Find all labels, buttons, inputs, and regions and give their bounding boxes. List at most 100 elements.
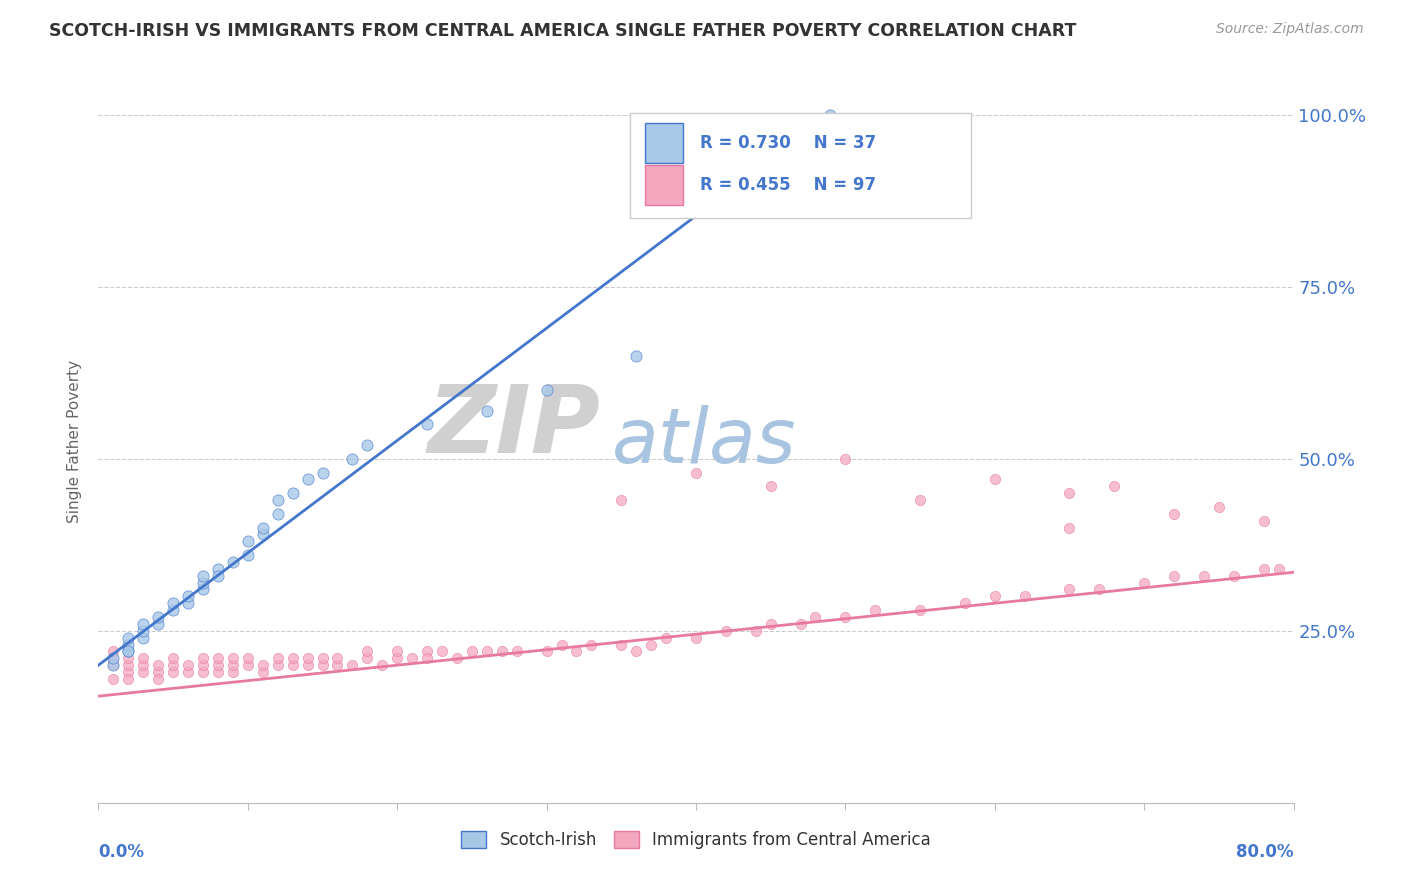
Point [416, 644, 439, 658]
Point [191, 575, 214, 590]
Point [1163, 507, 1185, 521]
Point [908, 493, 931, 508]
Point [177, 665, 200, 679]
Point [222, 665, 245, 679]
Point [132, 658, 155, 673]
Point [416, 417, 439, 432]
Point [132, 616, 155, 631]
Point [655, 631, 678, 645]
Point [148, 658, 170, 673]
Point [117, 631, 139, 645]
FancyBboxPatch shape [644, 123, 683, 163]
Legend: Scotch-Irish, Immigrants from Central America: Scotch-Irish, Immigrants from Central Am… [454, 824, 938, 856]
Point [117, 651, 139, 665]
Point [191, 568, 214, 582]
Point [148, 610, 170, 624]
Text: Source: ZipAtlas.com: Source: ZipAtlas.com [1216, 22, 1364, 37]
Point [103, 651, 125, 665]
Point [430, 644, 453, 658]
Point [236, 651, 259, 665]
Point [804, 610, 827, 624]
Point [103, 672, 125, 686]
Point [1192, 568, 1215, 582]
Point [117, 672, 139, 686]
Point [222, 658, 245, 673]
Point [191, 582, 214, 597]
Point [117, 644, 139, 658]
Y-axis label: Single Father Poverty: Single Father Poverty [67, 360, 83, 523]
Point [252, 658, 274, 673]
Point [550, 638, 572, 652]
Point [311, 658, 333, 673]
Point [326, 651, 349, 665]
Point [342, 451, 364, 466]
Point [297, 472, 319, 486]
Point [132, 631, 155, 645]
Point [1104, 479, 1126, 493]
Point [984, 472, 1007, 486]
Point [640, 638, 662, 652]
Point [820, 108, 842, 122]
Point [103, 658, 125, 673]
Point [1059, 520, 1081, 534]
Point [491, 644, 513, 658]
Point [297, 658, 319, 673]
Point [177, 596, 200, 610]
Point [356, 438, 378, 452]
Point [714, 624, 737, 638]
Point [1059, 582, 1081, 597]
Point [281, 651, 304, 665]
Point [506, 644, 529, 658]
Point [326, 658, 349, 673]
Point [745, 624, 768, 638]
Point [371, 658, 394, 673]
Point [626, 349, 648, 363]
Point [536, 383, 558, 397]
Text: R = 0.455    N = 97: R = 0.455 N = 97 [700, 176, 876, 194]
Point [984, 590, 1007, 604]
Point [162, 651, 184, 665]
Point [236, 658, 259, 673]
Point [177, 658, 200, 673]
Point [1223, 568, 1246, 582]
Point [865, 603, 887, 617]
Point [536, 644, 558, 658]
Point [446, 651, 468, 665]
Point [626, 644, 648, 658]
Point [953, 596, 976, 610]
Point [789, 616, 811, 631]
Point [148, 665, 170, 679]
Point [162, 603, 184, 617]
Point [207, 562, 229, 576]
Point [565, 644, 588, 658]
Point [252, 665, 274, 679]
Text: SCOTCH-IRISH VS IMMIGRANTS FROM CENTRAL AMERICA SINGLE FATHER POVERTY CORRELATIO: SCOTCH-IRISH VS IMMIGRANTS FROM CENTRAL … [49, 22, 1077, 40]
Point [191, 658, 214, 673]
Point [610, 493, 633, 508]
Point [1208, 500, 1230, 514]
Point [103, 644, 125, 658]
Text: ZIP: ZIP [427, 381, 600, 473]
Point [1133, 575, 1156, 590]
Point [132, 624, 155, 638]
Point [1088, 582, 1111, 597]
Point [236, 534, 259, 549]
Point [416, 651, 439, 665]
Point [236, 548, 259, 562]
Point [581, 638, 603, 652]
Point [117, 658, 139, 673]
Point [356, 651, 378, 665]
Point [281, 658, 304, 673]
Point [162, 658, 184, 673]
Point [475, 403, 498, 417]
Point [207, 658, 229, 673]
Point [281, 486, 304, 500]
Point [132, 651, 155, 665]
Point [401, 651, 423, 665]
Point [461, 644, 484, 658]
Point [267, 651, 290, 665]
Point [162, 665, 184, 679]
Point [475, 644, 498, 658]
Point [252, 520, 274, 534]
Point [1014, 590, 1036, 604]
